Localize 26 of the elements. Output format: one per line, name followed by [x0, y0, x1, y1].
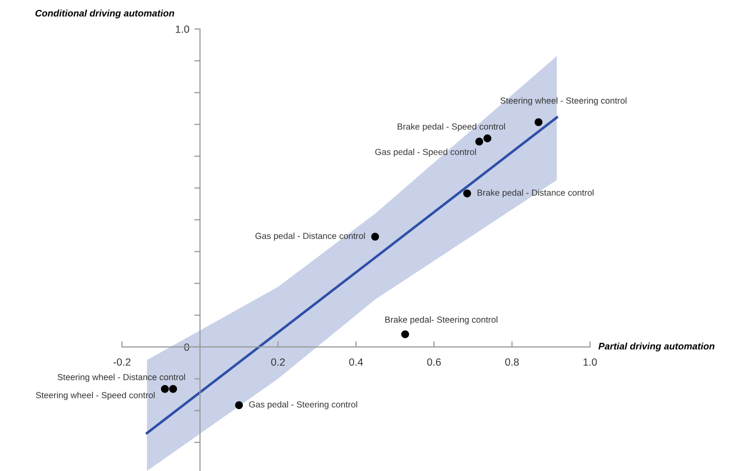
annotation: Gas pedal - Speed control	[375, 148, 476, 157]
x-tick-label: 0.2	[271, 358, 285, 366]
annotation: Brake pedal- Steering control	[385, 316, 498, 324]
annotation: Brake pedal - Speed control	[398, 123, 505, 132]
point	[235, 401, 243, 410]
x-tick-label: -0.2	[113, 358, 130, 366]
annotation: Steering wheel - Speed control	[36, 392, 155, 400]
x-tick-label: 1.0	[584, 358, 597, 366]
point	[371, 232, 380, 241]
annotation: Steering wheel - Steering control	[500, 97, 626, 106]
point	[169, 385, 178, 393]
x-tick-label: 0.6	[427, 358, 441, 366]
annotation: Gas pedal - Distance control	[255, 232, 365, 241]
annotation: Brake pedal - Distance control	[478, 189, 594, 198]
x-tick-label: 0.8	[505, 358, 519, 366]
point	[534, 118, 542, 126]
point	[401, 330, 410, 338]
annotation: Gas pedal - Steering control	[249, 401, 358, 410]
x-axis-title: Partial driving automation	[598, 342, 714, 352]
x-tick-label: 0.4	[349, 358, 363, 366]
chart-title: Conditional driving automation	[35, 10, 174, 18]
annotation: Steering wheel - Distance control	[58, 374, 186, 382]
point	[463, 189, 472, 198]
point	[160, 385, 169, 393]
point	[475, 138, 484, 146]
point	[483, 134, 492, 142]
